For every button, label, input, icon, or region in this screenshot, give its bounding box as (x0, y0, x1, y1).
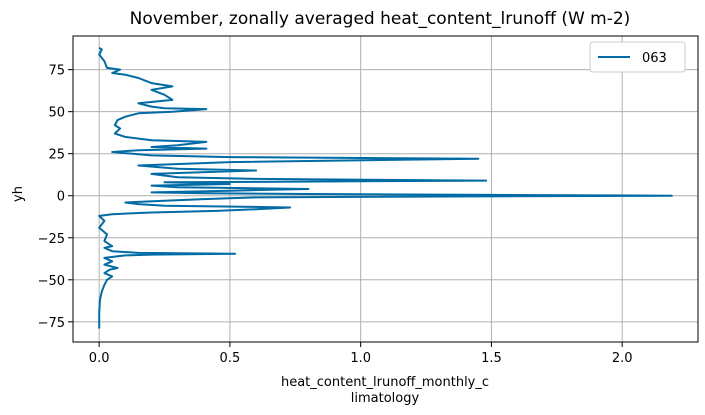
y-tick-label: 75 (48, 64, 65, 79)
y-tick-label: 50 (48, 106, 65, 121)
y-tick-label: −25 (38, 232, 65, 247)
x-axis-title-line-1: heat_content_lrunoff_monthly_c (281, 375, 489, 390)
series-line-063 (98, 46, 673, 329)
plot-frame (72, 35, 699, 343)
y-tick-label: 25 (48, 148, 65, 163)
legend-label: 063 (642, 51, 667, 66)
y-axis-title: yh (11, 186, 26, 202)
series-layer (98, 46, 673, 329)
x-tick-label: 1.5 (481, 351, 502, 366)
x-tick-label: 0.0 (89, 351, 110, 366)
legend: 063 (589, 41, 686, 73)
x-axis-title-line-2: limatology (351, 391, 420, 406)
ticks: 0.0 0.5 1.0 1.5 2.0 −75 −50 −25 0 25 50 75 (38, 64, 633, 366)
x-tick-label: 2.0 (612, 351, 633, 366)
y-tick-label: −50 (38, 274, 65, 289)
chart-title: November, zonally averaged heat_content_… (130, 9, 631, 29)
grid (73, 36, 698, 342)
x-tick-label: 0.5 (220, 351, 241, 366)
x-tick-label: 1.0 (350, 351, 371, 366)
y-tick-label: −75 (38, 316, 65, 331)
y-tick-label: 0 (57, 190, 65, 205)
legend-box (589, 41, 686, 73)
